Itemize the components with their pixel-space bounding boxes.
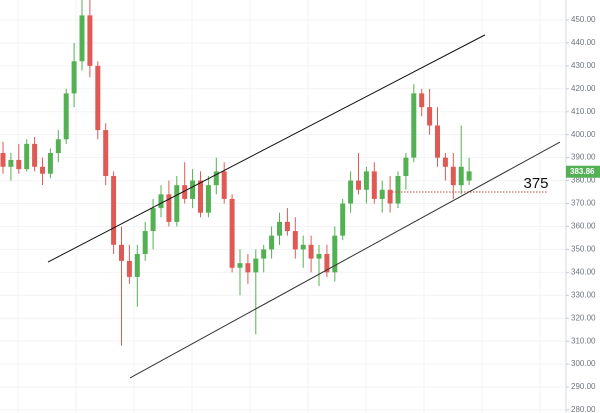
candle-body: [119, 244, 124, 261]
y-tick-label: 300.00: [571, 359, 596, 368]
candle-body: [205, 185, 211, 213]
candle-body: [442, 157, 448, 167]
candle-body: [245, 263, 251, 273]
candle-body: [95, 65, 101, 131]
candle-body: [63, 93, 69, 140]
y-tick-label: 330.00: [571, 290, 596, 299]
candle-body: [103, 130, 109, 176]
candle-body: [269, 235, 275, 250]
y-tick-label: 310.00: [571, 336, 596, 345]
level-label: 375: [523, 175, 548, 192]
candle-body: [300, 244, 306, 250]
candle-body: [316, 253, 322, 259]
candle-body: [126, 260, 132, 277]
candle-body: [466, 171, 472, 181]
candle-body: [0, 153, 6, 167]
candle-body: [458, 166, 464, 186]
candle-body: [277, 221, 282, 236]
y-tick-label: 320.00: [571, 313, 596, 322]
candle-body: [134, 253, 140, 277]
candle-body: [182, 185, 188, 199]
candle-body: [174, 185, 180, 222]
y-tick-label: 440.00: [571, 38, 596, 47]
y-tick-label: 420.00: [571, 84, 596, 93]
candle-body: [356, 180, 361, 190]
candle-body: [150, 208, 156, 232]
candle-body: [450, 166, 456, 186]
candle-body: [79, 15, 85, 62]
candle-body: [371, 171, 377, 199]
candle-body: [24, 143, 30, 170]
candle-body: [166, 194, 172, 222]
candle-body: [55, 139, 61, 154]
y-tick-label: 290.00: [571, 382, 596, 391]
candle-body: [435, 125, 440, 158]
candle-body: [284, 221, 290, 232]
candle-body: [419, 93, 425, 108]
candle-body: [387, 189, 393, 204]
y-tick-label: 450.00: [571, 15, 596, 24]
candle-body: [348, 180, 354, 204]
y-tick-label: 340.00: [571, 267, 596, 276]
candle-body: [190, 180, 196, 199]
candle-body: [308, 244, 314, 259]
candle-body: [142, 231, 148, 254]
y-tick-label: 390.00: [571, 153, 596, 162]
last-price-box: [566, 165, 600, 178]
candle-body: [87, 15, 93, 66]
trendline: [47, 34, 486, 263]
candle-body: [158, 194, 164, 209]
candle-body: [403, 157, 409, 176]
candle-body: [16, 159, 22, 170]
candle-body: [340, 203, 346, 236]
last-price-label: 383.86: [570, 167, 595, 176]
y-tick-label: 280.00: [571, 405, 596, 413]
y-tick-label: 350.00: [571, 245, 596, 254]
y-tick-label: 360.00: [571, 222, 596, 231]
candle-body: [411, 93, 417, 158]
candle-body: [379, 189, 385, 199]
candle-body: [292, 231, 298, 250]
candle-body: [32, 143, 38, 167]
candle-body: [427, 107, 433, 126]
candle-body: [395, 175, 401, 204]
candle-body: [229, 198, 235, 268]
candle-body: [198, 180, 203, 213]
trendline: [129, 141, 561, 379]
candle-body: [221, 171, 227, 199]
y-tick-label: 400.00: [571, 130, 596, 139]
candle-body: [253, 258, 259, 273]
candle-body: [111, 175, 117, 245]
y-tick-label: 370.00: [571, 199, 596, 208]
candle-body: [213, 171, 219, 186]
candle-body: [71, 61, 77, 94]
candle-body: [261, 249, 267, 259]
candle-body: [40, 166, 45, 174]
candle-body: [332, 235, 338, 273]
y-tick-label: 430.00: [571, 61, 596, 70]
y-tick-label: 380.00: [571, 176, 596, 185]
candle-body: [324, 253, 330, 273]
candle-body: [363, 171, 369, 190]
candle-body: [8, 159, 14, 167]
candle-body: [47, 153, 53, 174]
candle-body: [237, 263, 243, 268]
y-tick-label: 410.00: [571, 107, 596, 116]
